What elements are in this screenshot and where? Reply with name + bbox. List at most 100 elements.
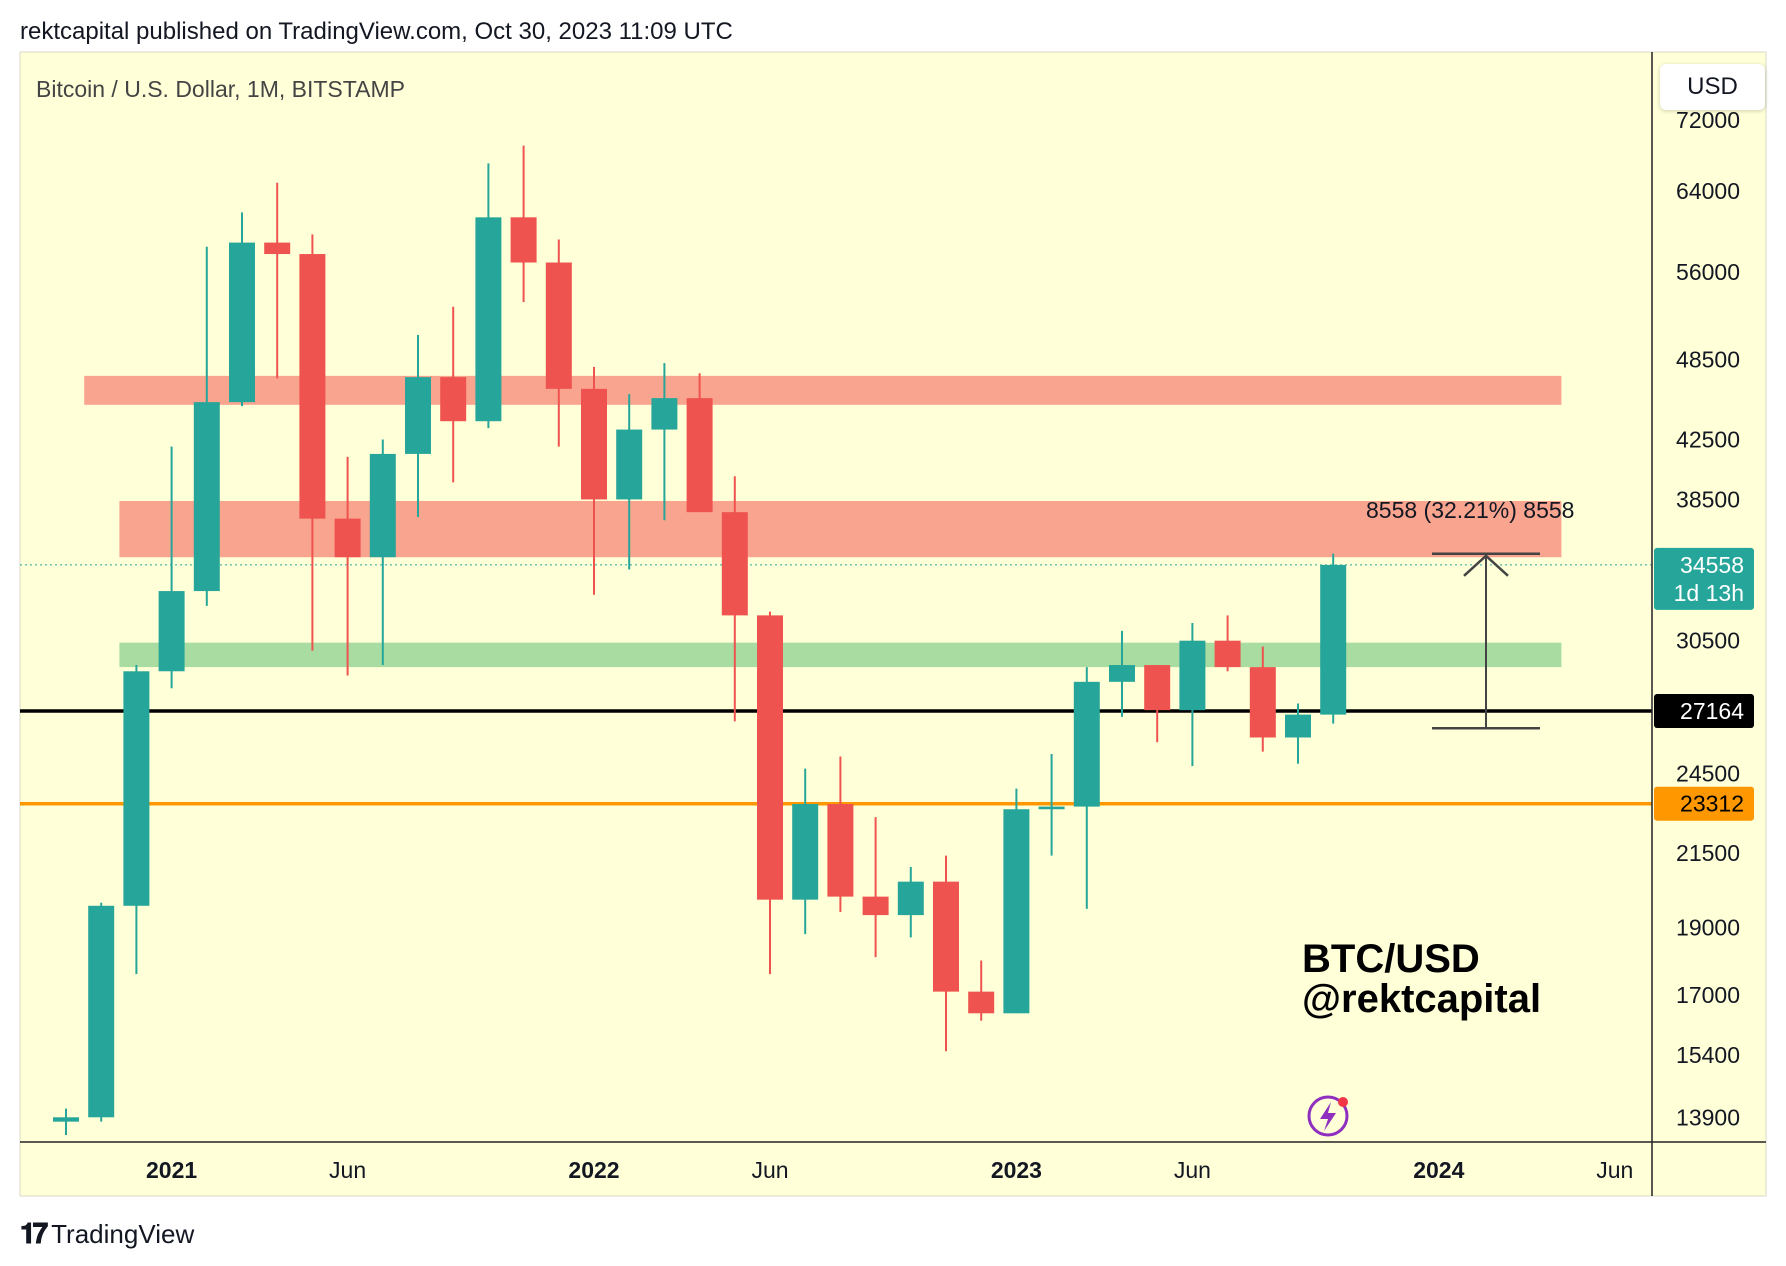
- candle-21: [792, 768, 819, 935]
- candle-body: [475, 217, 502, 422]
- last-price-label-text-1: 1d 13h: [1674, 580, 1744, 606]
- candle-body: [1109, 665, 1135, 682]
- x-tick-4: 2023: [991, 1157, 1042, 1183]
- candle-26: [968, 960, 995, 1021]
- hline-label-0-text-0: 27164: [1680, 698, 1744, 724]
- candle-body: [88, 905, 115, 1118]
- candle-5: [229, 212, 255, 407]
- hline-label-0: 27164: [1654, 693, 1754, 728]
- candle-23: [862, 817, 889, 958]
- chart-background: [19, 51, 1767, 1197]
- hline-label-1: 23312: [1654, 786, 1754, 821]
- candle-1: [88, 902, 115, 1122]
- candle-2: [123, 665, 150, 975]
- candle-34: [1249, 646, 1276, 752]
- currency-button[interactable]: USD: [1660, 64, 1765, 110]
- time-axis: 2021 Jun 2022 Jun 2023 Jun 2024 Jun: [146, 1157, 1633, 1183]
- candle-body: [369, 453, 396, 558]
- candle-4: [193, 246, 220, 606]
- candle-body: [1003, 809, 1030, 1014]
- y-tick-2: 56000: [1676, 259, 1740, 285]
- y-tick-10: 17000: [1676, 982, 1740, 1008]
- tradingview-logo-icon: 𝟏𝟕: [20, 1218, 48, 1249]
- candle-body: [721, 512, 748, 616]
- x-tick-5: Jun: [1174, 1157, 1211, 1183]
- hline-label-1-text-0: 23312: [1680, 791, 1744, 817]
- candle-body: [581, 388, 607, 500]
- x-tick-0: 2021: [146, 1157, 197, 1183]
- candle-13: [510, 145, 537, 303]
- measure-arrowhead: [1463, 554, 1509, 577]
- candle-36: [1320, 553, 1347, 724]
- candle-body: [193, 402, 220, 592]
- candle-3: [158, 446, 185, 689]
- hline-label-0-bg: [1654, 693, 1754, 728]
- candle-32: [1179, 623, 1206, 767]
- candle-18: [686, 373, 713, 513]
- x-tick-7: Jun: [1596, 1157, 1633, 1183]
- chart-title: Bitcoin / U.S. Dollar, 1M, BITSTAMP: [36, 76, 405, 102]
- candle-body: [1073, 681, 1100, 807]
- y-tick-7: 24500: [1676, 761, 1740, 787]
- last-price-label-text-0: 34558: [1680, 552, 1744, 578]
- candle-body: [616, 429, 643, 500]
- candle-body: [686, 398, 713, 513]
- y-tick-0: 72000: [1676, 107, 1740, 133]
- candle-body: [1144, 665, 1171, 711]
- candle-35: [1285, 703, 1311, 764]
- y-tick-11: 15400: [1676, 1042, 1740, 1068]
- candles-layer: [53, 145, 1347, 1135]
- y-tick-5: 38500: [1676, 486, 1740, 512]
- candle-body: [440, 377, 467, 422]
- candle-body: [545, 262, 572, 389]
- candle-31: [1144, 665, 1171, 743]
- candle-11: [440, 306, 467, 483]
- hline-label-1-bg: [1654, 786, 1754, 821]
- candle-10: [405, 334, 431, 518]
- candle-19: [721, 476, 748, 722]
- candle-15: [581, 366, 607, 595]
- candle-body: [897, 881, 924, 916]
- price-axis: 72000 64000 56000 48500 42500 38500 30500 24500…: [1676, 107, 1740, 1131]
- candle-25: [933, 855, 959, 1052]
- candle-27: [1003, 788, 1030, 1014]
- candle-14: [545, 239, 572, 447]
- publish-header: rektcapital published on TradingView.com…: [20, 18, 733, 45]
- candle-body: [1214, 640, 1241, 668]
- candle-body: [792, 804, 819, 900]
- candle-body: [1038, 806, 1065, 810]
- candle-body: [405, 377, 431, 454]
- y-tick-8: 21500: [1676, 840, 1740, 866]
- candle-body: [1285, 714, 1311, 738]
- candle-body: [1179, 640, 1206, 711]
- y-tick-4: 42500: [1676, 426, 1740, 452]
- candle-28: [1038, 754, 1065, 856]
- candle-body: [862, 896, 889, 916]
- candle-body: [651, 398, 678, 430]
- candle-body: [53, 1117, 79, 1122]
- candle-body: [299, 254, 326, 519]
- candle-body: [229, 242, 255, 403]
- y-tick-1: 64000: [1676, 178, 1740, 204]
- footer-brand[interactable]: 𝟏𝟕 TradingView: [20, 1218, 194, 1251]
- candle-body: [1320, 564, 1347, 715]
- watermark-line-1: BTC/USD: [1302, 937, 1480, 981]
- candle-7: [299, 234, 326, 651]
- candle-29: [1073, 667, 1100, 909]
- x-tick-6: 2024: [1413, 1157, 1464, 1183]
- measure-label: 8558 (32.21%) 8558: [1366, 497, 1574, 523]
- candle-20: [757, 611, 783, 975]
- candle-body: [264, 242, 291, 255]
- candle-body: [933, 881, 959, 992]
- candle-8: [334, 456, 361, 676]
- y-tick-9: 19000: [1676, 915, 1740, 941]
- x-tick-2: 2022: [568, 1157, 619, 1183]
- alert-icon[interactable]: [1307, 1095, 1349, 1137]
- footer-brand-label: TradingView: [51, 1219, 195, 1249]
- x-tick-1: Jun: [329, 1157, 366, 1183]
- candle-body: [968, 991, 995, 1014]
- candle-9: [369, 439, 396, 666]
